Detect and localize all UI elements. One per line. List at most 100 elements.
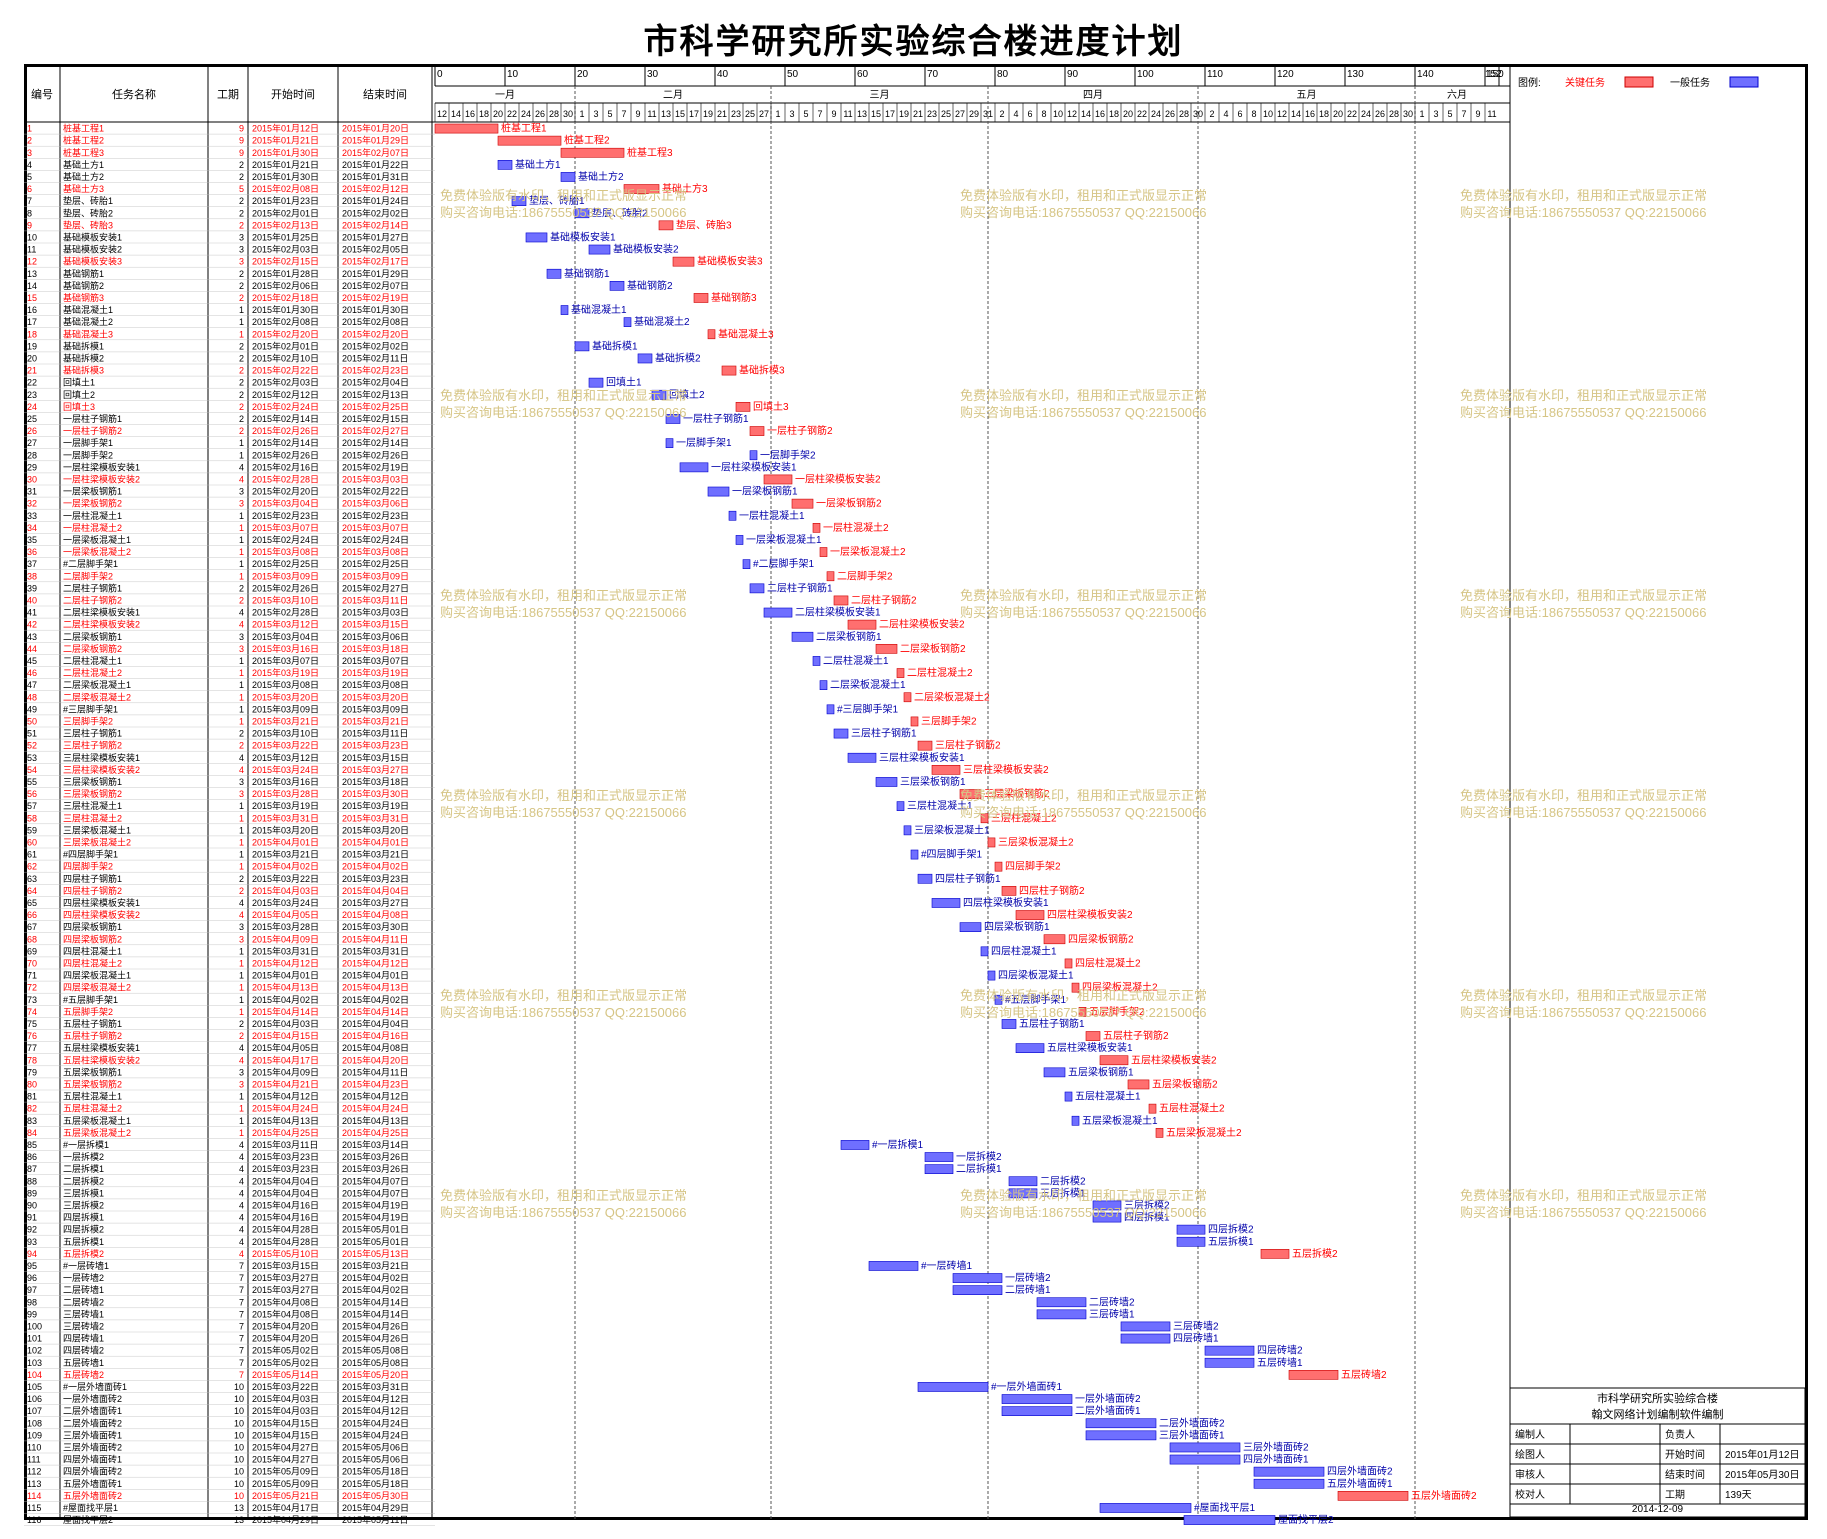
task-duration: 3	[239, 499, 244, 509]
task-id: 108	[27, 1418, 42, 1428]
day-label: 14	[451, 109, 461, 119]
gantt-bar-label: 五层梁板混凝土2	[1166, 1126, 1242, 1139]
day-label: 16	[1305, 109, 1315, 119]
gantt-bar-label: 四层梁板混凝土2	[1082, 981, 1158, 994]
task-id: 75	[27, 1019, 37, 1029]
gantt-bar-label: 基础模板安装3	[697, 255, 763, 268]
task-start: 2015年02月28日	[252, 473, 319, 484]
task-duration: 3	[239, 934, 244, 944]
task-end: 2015年03月31日	[342, 945, 409, 956]
task-id: 107	[27, 1406, 42, 1416]
task-id: 113	[27, 1479, 41, 1489]
table-header-1: 任务名称	[112, 87, 156, 101]
task-duration: 2	[239, 160, 244, 170]
axis-tick-label: 140	[1417, 69, 1434, 80]
gantt-bar	[651, 389, 667, 400]
task-start: 2015年02月08日	[252, 183, 319, 194]
month-label: 二月	[663, 89, 683, 101]
watermark-line1: 免费体验版有水印，租用和正式版显示正常	[440, 188, 687, 203]
task-end: 2015年04月11日	[342, 1066, 408, 1077]
task-id: 27	[27, 438, 37, 448]
task-end: 2015年03月03日	[342, 607, 409, 618]
gantt-bar-label: 五层柱混凝土1	[1075, 1090, 1141, 1103]
day-label: 5	[803, 109, 808, 119]
task-start: 2015年02月25日	[252, 558, 319, 569]
gantt-bar-label: 一层柱混凝土2	[823, 521, 889, 534]
axis-tick-label: 10	[507, 69, 519, 80]
task-duration: 7	[239, 1285, 244, 1295]
task-start: 2015年03月11日	[252, 1139, 318, 1150]
task-duration: 1	[239, 946, 244, 956]
task-duration: 13	[234, 1503, 244, 1513]
task-id: 44	[27, 644, 37, 654]
task-end: 2015年02月19日	[342, 292, 409, 303]
watermark-phone: 购买咨询电话:18675550537 QQ:22150066	[1460, 205, 1706, 220]
watermark-phone: 购买咨询电话:18675550537 QQ:22150066	[440, 605, 686, 620]
task-id: 63	[27, 874, 37, 884]
task-name: 四层拆模2	[63, 1224, 104, 1235]
task-start: 2015年03月19日	[252, 667, 319, 678]
task-id: 12	[27, 257, 37, 267]
watermark-line1: 免费体验版有水印，租用和正式版显示正常	[1460, 188, 1707, 203]
task-id: 25	[27, 414, 37, 424]
gantt-bar-label: 一层砖墙2	[1005, 1271, 1051, 1284]
task-end: 2015年03月15日	[342, 752, 409, 763]
task-start: 2015年04月01日	[252, 836, 319, 847]
axis-tick-label: 120	[1277, 69, 1294, 80]
task-id: 54	[27, 765, 37, 775]
task-start: 2015年03月10日	[252, 728, 319, 739]
task-duration: 10	[234, 1455, 244, 1465]
task-name: #五层脚手架1	[63, 994, 118, 1005]
task-end: 2015年04月12日	[342, 1393, 409, 1404]
task-name: 二层柱子钢筋1	[63, 582, 122, 593]
task-duration: 2	[239, 426, 244, 436]
task-start: 2015年05月14日	[252, 1369, 319, 1380]
task-duration: 7	[239, 1358, 244, 1368]
task-end: 2015年05月08日	[342, 1357, 409, 1368]
task-end: 2015年03月08日	[342, 679, 409, 690]
task-name: 三层拆模1	[63, 1187, 104, 1198]
task-start: 2015年05月02日	[252, 1357, 319, 1368]
task-id: 97	[27, 1285, 37, 1295]
axis-tick-label: 150	[1487, 69, 1504, 80]
task-start: 2015年03月08日	[252, 679, 319, 690]
task-end: 2015年02月04日	[342, 377, 409, 388]
task-duration: 2	[239, 196, 244, 206]
day-label: 19	[703, 109, 713, 119]
task-name: 基础模板安装2	[63, 244, 122, 255]
day-label: 10	[1053, 109, 1063, 119]
task-duration: 1	[239, 668, 244, 678]
gantt-bar	[1085, 1418, 1157, 1429]
gantt-bar	[791, 498, 814, 509]
axis-tick-label: 130	[1347, 69, 1364, 80]
task-start: 2015年04月16日	[252, 1199, 319, 1210]
task-id: 93	[27, 1237, 37, 1247]
task-end: 2015年01月22日	[342, 159, 409, 170]
gantt-bar	[735, 535, 744, 545]
gantt-bar-label: 五层柱梁模板安装2	[1131, 1053, 1217, 1066]
task-duration: 7	[239, 1346, 244, 1356]
task-start: 2015年05月09日	[252, 1466, 319, 1477]
gantt-bar-label: 四层砖墙2	[1257, 1344, 1303, 1357]
gantt-bar-label: #一层外墙面砖1	[991, 1380, 1063, 1393]
watermark-phone: 购买咨询电话:18675550537 QQ:22150066	[440, 805, 686, 820]
task-name: #二层脚手架1	[63, 558, 118, 569]
gantt-bar	[1008, 1176, 1038, 1187]
gantt-bar	[847, 752, 877, 763]
task-name: 垫层、砖胎2	[63, 207, 113, 218]
task-duration: 1	[239, 571, 244, 581]
task-id: 43	[27, 632, 37, 642]
gantt-bar	[1176, 1236, 1206, 1247]
task-id: 3	[27, 148, 32, 158]
task-duration: 2	[239, 390, 244, 400]
task-duration: 13	[234, 1515, 244, 1525]
task-duration: 4	[239, 910, 244, 920]
task-duration: 4	[239, 1188, 244, 1198]
task-name: 五层砖墙2	[63, 1369, 104, 1380]
task-id: 104	[27, 1370, 42, 1380]
gantt-bar	[1071, 1115, 1080, 1126]
task-end: 2015年04月11日	[342, 933, 408, 944]
day-label: 18	[479, 109, 489, 119]
gantt-bar-label: 一层拆模2	[956, 1150, 1002, 1163]
day-label: 16	[1095, 109, 1105, 119]
